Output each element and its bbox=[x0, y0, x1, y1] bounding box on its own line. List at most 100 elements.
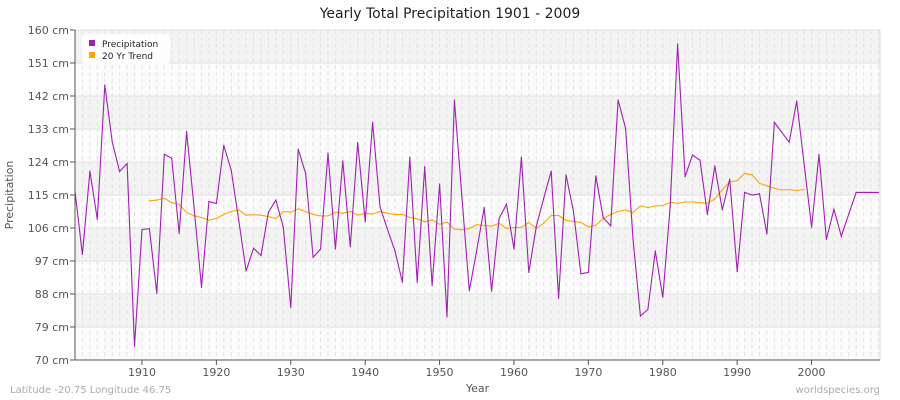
data-point bbox=[401, 213, 403, 216]
x-tick-label: 1940 bbox=[351, 366, 379, 379]
data-point bbox=[810, 226, 813, 228]
data-point bbox=[617, 210, 619, 213]
y-tick-label: 124 cm bbox=[28, 156, 69, 169]
legend-background bbox=[82, 34, 170, 64]
data-point bbox=[364, 221, 366, 223]
x-tick-label: 1960 bbox=[500, 366, 528, 379]
data-point bbox=[200, 286, 203, 288]
data-point bbox=[297, 148, 299, 150]
data-point bbox=[580, 273, 582, 275]
y-tick-label: 70 cm bbox=[35, 354, 69, 367]
data-point bbox=[691, 201, 694, 203]
data-point bbox=[305, 172, 307, 174]
data-point bbox=[453, 228, 456, 230]
data-point bbox=[133, 345, 136, 347]
y-tick-label: 88 cm bbox=[35, 288, 69, 301]
data-point bbox=[305, 210, 307, 213]
data-point bbox=[260, 214, 262, 216]
y-axis-label: Precipitation bbox=[3, 161, 16, 230]
data-point bbox=[513, 248, 515, 250]
data-point bbox=[736, 271, 738, 273]
data-point bbox=[677, 202, 679, 205]
data-point bbox=[446, 221, 448, 223]
data-point bbox=[461, 229, 463, 231]
legend: Precipitation 20 Yr Trend bbox=[82, 34, 170, 64]
data-point bbox=[721, 189, 723, 191]
y-tick-label: 151 cm bbox=[28, 57, 69, 70]
data-point bbox=[773, 187, 775, 189]
data-point bbox=[312, 213, 314, 216]
legend-label: 20 Yr Trend bbox=[102, 52, 153, 62]
data-point bbox=[699, 202, 701, 204]
data-point bbox=[409, 156, 411, 158]
x-tick-label: 1980 bbox=[649, 366, 677, 379]
legend-swatch bbox=[89, 40, 95, 46]
data-point bbox=[163, 197, 165, 199]
data-point bbox=[550, 214, 552, 217]
data-point bbox=[394, 250, 396, 252]
data-point bbox=[200, 216, 203, 218]
data-point bbox=[706, 213, 708, 216]
data-point bbox=[453, 99, 456, 101]
data-point bbox=[81, 253, 84, 255]
data-point bbox=[424, 221, 426, 223]
data-point bbox=[446, 316, 448, 318]
data-point bbox=[401, 281, 403, 283]
data-point bbox=[126, 162, 128, 165]
data-point bbox=[848, 213, 850, 215]
data-point bbox=[386, 212, 389, 214]
data-point bbox=[610, 225, 612, 227]
x-tick-label: 1930 bbox=[277, 366, 305, 379]
data-point bbox=[617, 99, 619, 101]
data-point bbox=[684, 176, 686, 178]
data-point bbox=[208, 219, 210, 221]
data-point bbox=[357, 141, 359, 144]
data-point bbox=[267, 211, 270, 213]
data-point bbox=[327, 215, 329, 217]
data-point bbox=[141, 228, 143, 231]
data-point bbox=[223, 144, 225, 147]
data-point bbox=[438, 223, 441, 225]
data-point bbox=[766, 233, 768, 235]
data-point bbox=[699, 159, 701, 161]
data-point bbox=[148, 200, 150, 202]
data-point bbox=[833, 208, 835, 210]
data-point bbox=[282, 226, 284, 228]
data-point bbox=[550, 170, 552, 172]
data-point bbox=[290, 306, 292, 309]
data-point bbox=[557, 297, 560, 299]
data-point bbox=[595, 175, 597, 177]
data-point bbox=[96, 218, 98, 220]
data-point bbox=[424, 166, 426, 168]
chart-title: Yearly Total Precipitation 1901 - 2009 bbox=[319, 6, 581, 22]
data-point bbox=[580, 221, 582, 224]
data-point bbox=[275, 217, 277, 220]
data-point bbox=[260, 254, 262, 257]
data-point bbox=[781, 189, 783, 191]
data-point bbox=[171, 157, 173, 159]
data-point bbox=[319, 215, 322, 217]
y-tick-label: 106 cm bbox=[28, 222, 69, 235]
data-point bbox=[706, 202, 708, 205]
data-point bbox=[476, 224, 478, 226]
data-point bbox=[238, 209, 240, 211]
data-point bbox=[468, 290, 470, 292]
data-point bbox=[587, 271, 589, 273]
data-point bbox=[178, 203, 180, 205]
x-axis-label: Year bbox=[465, 382, 490, 395]
data-point bbox=[877, 191, 880, 194]
data-point bbox=[371, 121, 374, 123]
data-point bbox=[520, 156, 522, 158]
data-point bbox=[572, 210, 575, 213]
data-point bbox=[632, 238, 634, 240]
data-point bbox=[334, 248, 336, 250]
data-point bbox=[528, 271, 530, 273]
data-point bbox=[193, 206, 195, 208]
data-point bbox=[148, 228, 150, 230]
y-tick-label: 160 cm bbox=[28, 24, 69, 37]
data-point bbox=[647, 206, 649, 209]
data-point bbox=[714, 198, 716, 200]
data-point bbox=[729, 178, 731, 180]
data-point bbox=[662, 205, 664, 207]
